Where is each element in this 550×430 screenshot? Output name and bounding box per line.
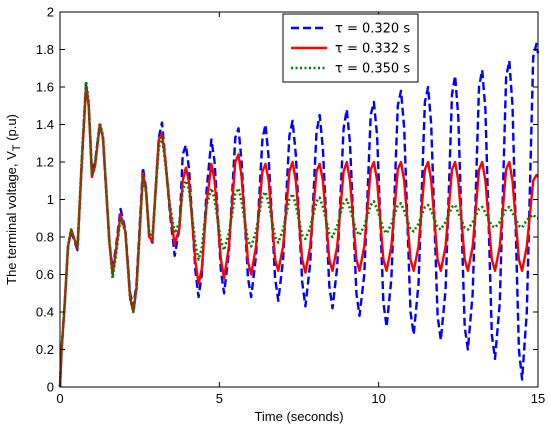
x-tick-label-0: 0 <box>56 391 63 406</box>
y-tick-label-0: 0 <box>47 380 54 395</box>
x-axis-title: Time (seconds) <box>254 409 343 424</box>
y-axis-title-subscript: T <box>11 144 23 151</box>
y-tick-label-7: 1.4 <box>36 117 54 132</box>
x-tick-label-3: 15 <box>531 391 545 406</box>
y-tick-label-4: 0.8 <box>36 230 54 245</box>
y-tick-label-5: 1 <box>47 192 54 207</box>
y-axis-title: The terminal voltage, VT (p.u) <box>4 114 23 285</box>
series-line-2 <box>58 85 539 388</box>
series-line-3 <box>58 80 538 388</box>
axis-ticks: 0 5 10 15 0 0.2 0.4 0.6 0.8 1 1.2 1.4 1.6 1.8 2 <box>36 5 545 407</box>
y-tick-label-8: 1.6 <box>36 80 54 95</box>
y-tick-label-9: 1.8 <box>36 42 54 57</box>
y-axis-title-main: The terminal voltage, V <box>4 151 19 285</box>
y-tick-label-2: 0.4 <box>36 305 54 320</box>
legend-label-2: τ = 0.332 s <box>335 42 410 57</box>
y-tick-label-1: 0.2 <box>36 342 54 357</box>
y-tick-label-3: 0.6 <box>36 267 54 282</box>
series-layer <box>58 42 540 388</box>
x-tick-label-1: 5 <box>216 391 223 406</box>
legend: τ = 0.320 s τ = 0.332 s τ = 0.350 s <box>282 13 419 83</box>
legend-label-3: τ = 0.350 s <box>335 62 410 77</box>
y-axis-title-unit: (p.u) <box>4 114 19 144</box>
x-tick-label-2: 10 <box>371 391 385 406</box>
y-tick-label-6: 1.2 <box>36 155 54 170</box>
y-tick-label-10: 2 <box>47 5 54 20</box>
legend-label-1: τ = 0.320 s <box>335 22 410 37</box>
